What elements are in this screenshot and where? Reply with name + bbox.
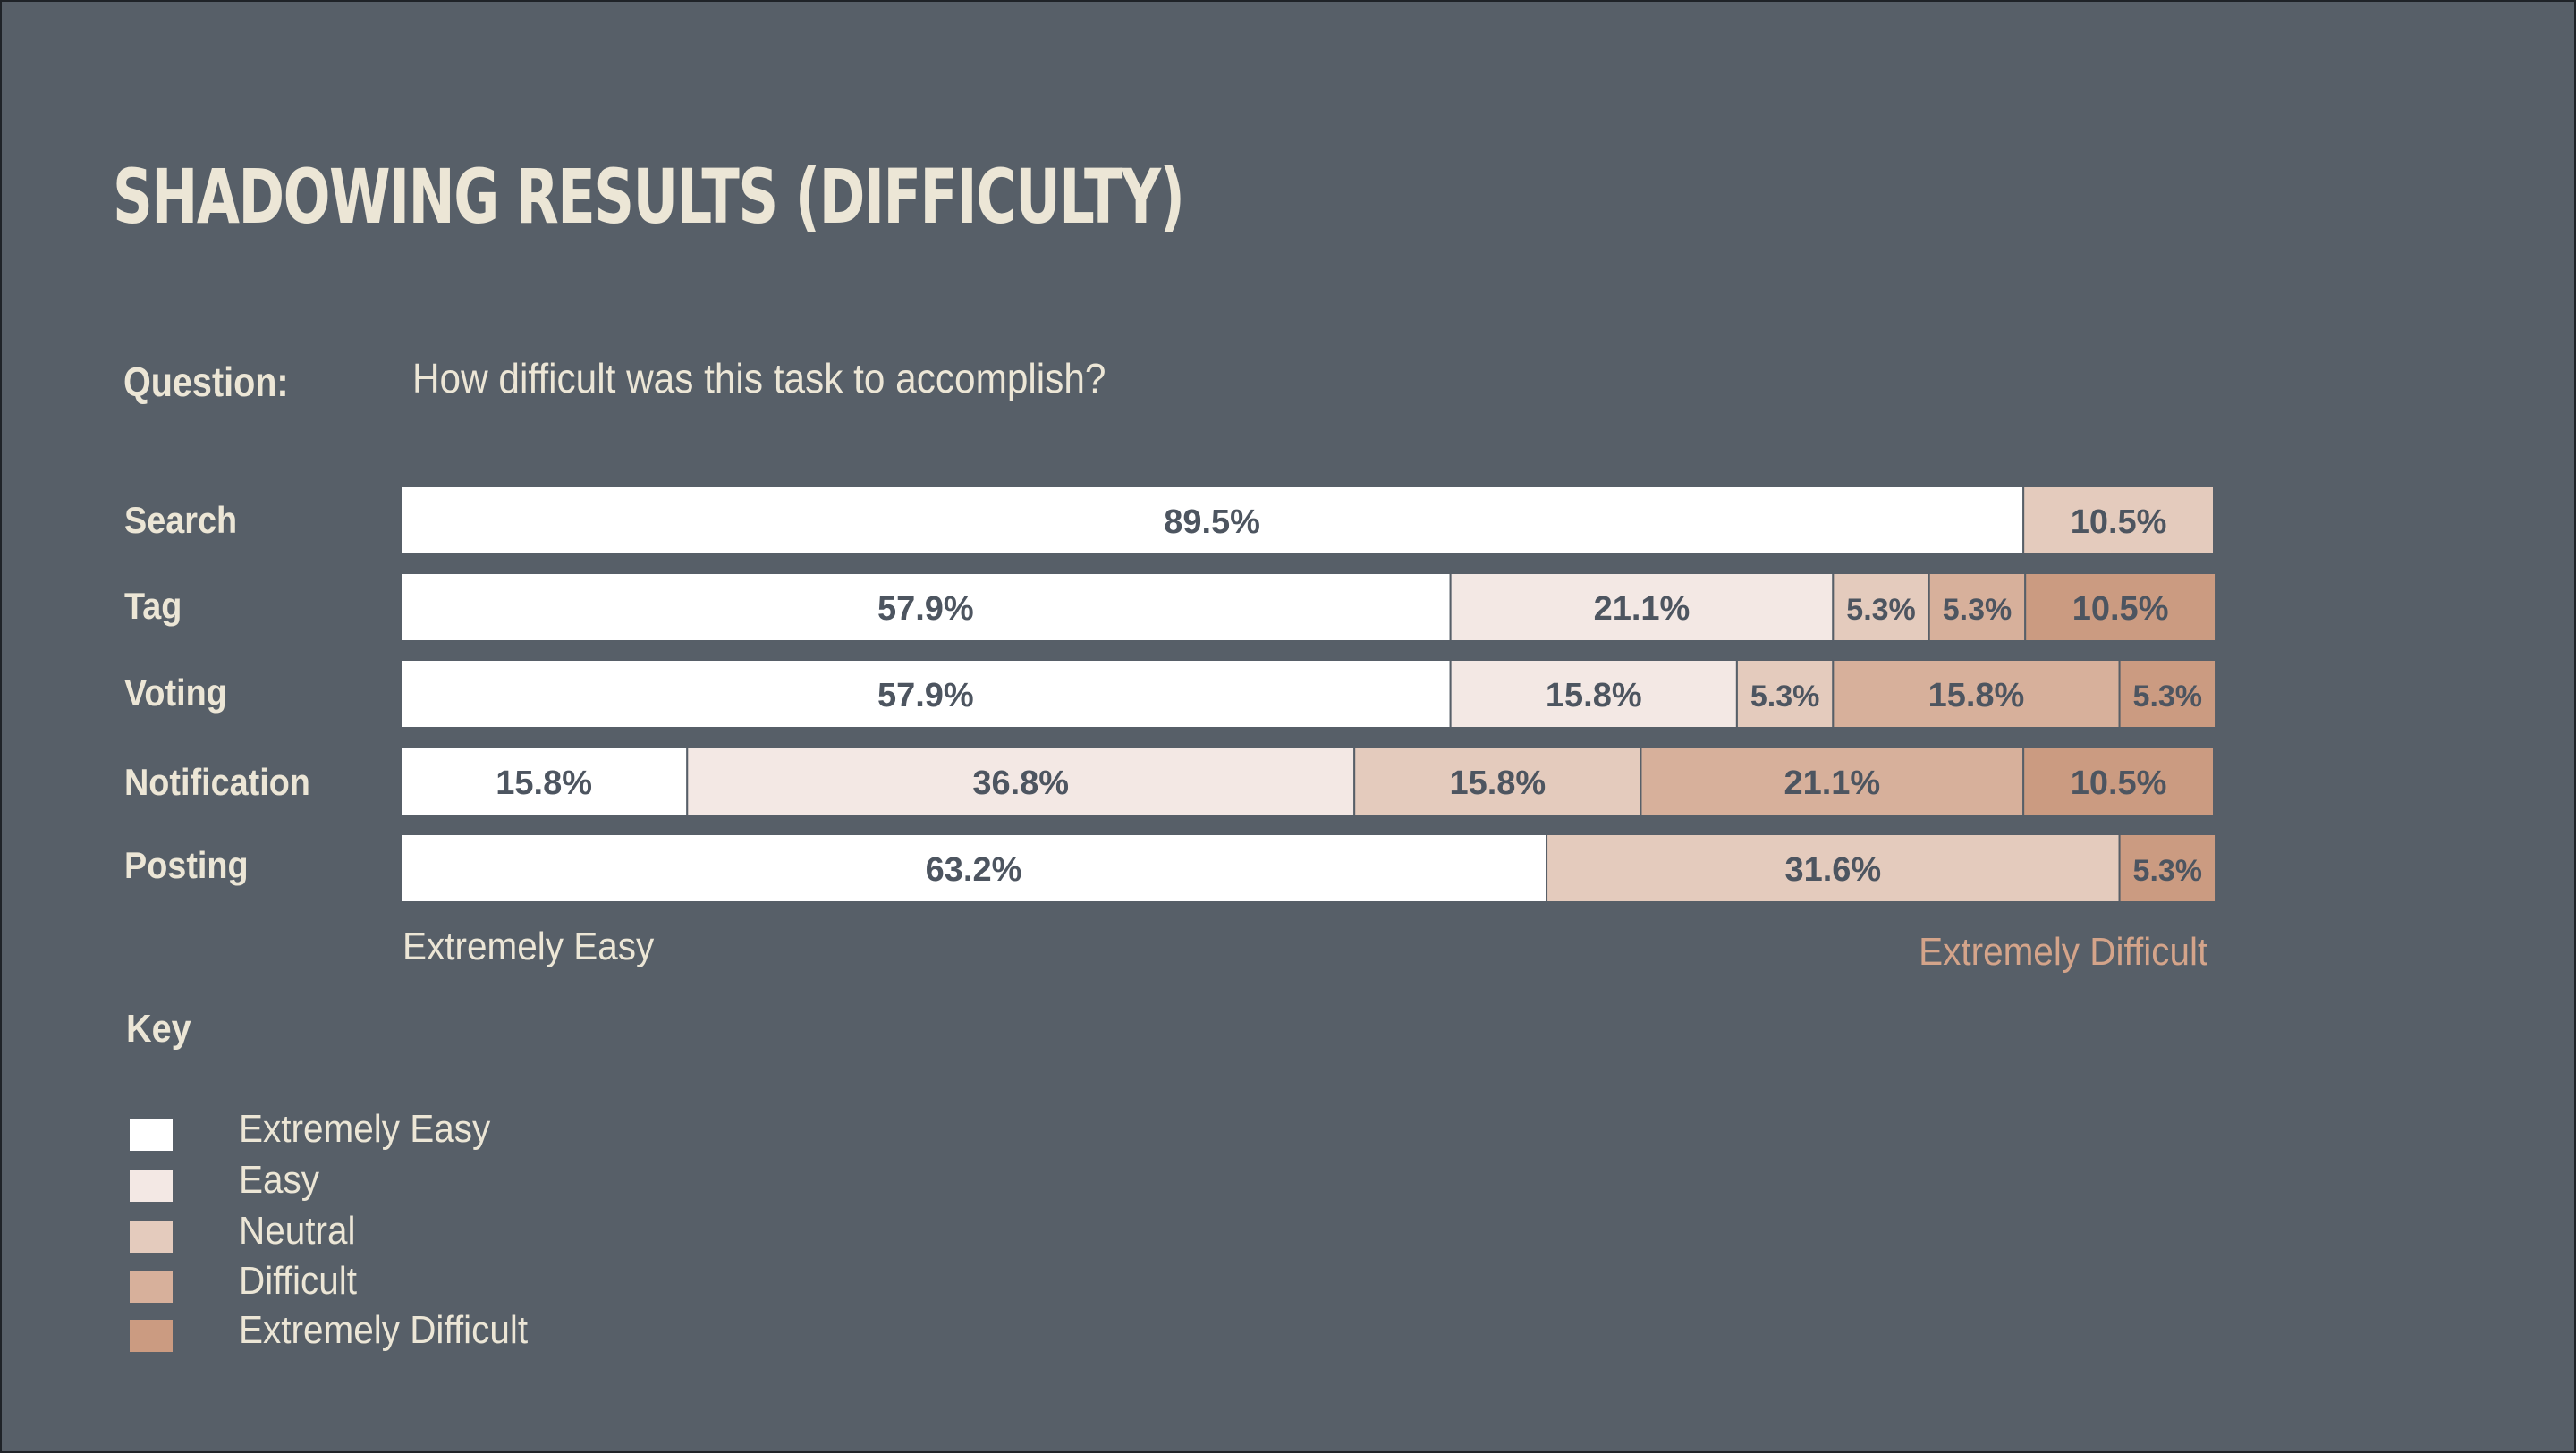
bar-segment-notification-extremely-easy [400,747,689,816]
legend-swatch-extremely-easy [130,1119,173,1151]
bar-value-label: 15.8% [1546,677,1642,714]
scale-label-extremely-difficult: Extremely Difficult [1918,930,2207,974]
bar-value-label: 31.6% [1784,851,1881,889]
bar-segment-posting-extremely-difficult [2118,833,2217,903]
bar-value-label: 5.3% [1846,593,1916,627]
bar-segment-notification-easy [686,747,1356,816]
bar-segment-voting-neutral [1735,659,1835,729]
question-label: Question: [123,359,289,405]
bar-value-label: 10.5% [2071,765,2167,802]
legend-label: Extremely Difficult [239,1308,529,1352]
row-label-search: Search [124,499,238,541]
legend-label: Neutral [239,1209,356,1253]
bar-value-label: 5.3% [2133,854,2203,888]
bar-segment-posting-neutral [1546,833,2121,903]
bar-segment-notification-extremely-difficult [2022,747,2216,816]
bar-value-label: 89.5% [1164,503,1260,541]
bar-value-label: 15.8% [496,765,592,802]
slide-title: SHADOWING RESULTS (DIFFICULTY) [113,153,1185,241]
row-label-voting: Voting [124,672,227,714]
bar-value-label: 5.3% [1750,680,1820,714]
bar-value-label: 5.3% [2133,680,2203,714]
bar-value-label: 57.9% [877,677,974,714]
bar-value-label: 10.5% [2072,590,2169,628]
bar-segment-posting-extremely-easy [400,833,1548,903]
legend-label: Easy [239,1158,320,1202]
bar-value-label: 5.3% [1943,593,2012,627]
bar-segment-voting-extremely-difficult [2118,659,2217,729]
row-label-tag: Tag [124,585,182,627]
bar-segment-notification-neutral [1353,747,1642,816]
bar-segment-voting-difficult [1832,659,2121,729]
bar-value-label: 63.2% [926,851,1022,889]
bar-value-label: 57.9% [877,590,974,628]
legend-label: Extremely Easy [239,1107,491,1151]
row-label-posting: Posting [124,844,249,886]
bar-value-label: 15.8% [1928,677,2025,714]
legend-swatch-easy [130,1170,173,1202]
legend-swatch-extremely-difficult [130,1320,173,1352]
bar-segment-tag-easy [1449,572,1835,642]
bar-value-label: 15.8% [1449,765,1546,802]
bar-segment-tag-extremely-difficult [2024,572,2217,642]
bar-segment-tag-neutral [1832,572,1930,642]
legend-label: Difficult [239,1259,357,1303]
bar-segment-search-neutral [2022,486,2216,555]
bar-value-label: 21.1% [1784,765,1880,802]
scale-label-extremely-easy: Extremely Easy [402,925,655,968]
bar-segment-notification-difficult [1640,747,2025,816]
bar-value-label: 36.8% [972,765,1069,802]
bar-segment-tag-extremely-easy [400,572,1452,642]
row-label-notification: Notification [124,761,310,803]
bar-value-label: 10.5% [2071,503,2167,541]
legend-title: Key [126,1007,191,1051]
question-text: How difficult was this task to accomplis… [412,355,1106,401]
bar-segment-voting-easy [1449,659,1738,729]
bar-value-label: 21.1% [1594,590,1690,628]
bar-segment-voting-extremely-easy [400,659,1452,729]
legend-swatch-neutral [130,1221,173,1253]
legend-swatch-difficult [130,1271,173,1303]
